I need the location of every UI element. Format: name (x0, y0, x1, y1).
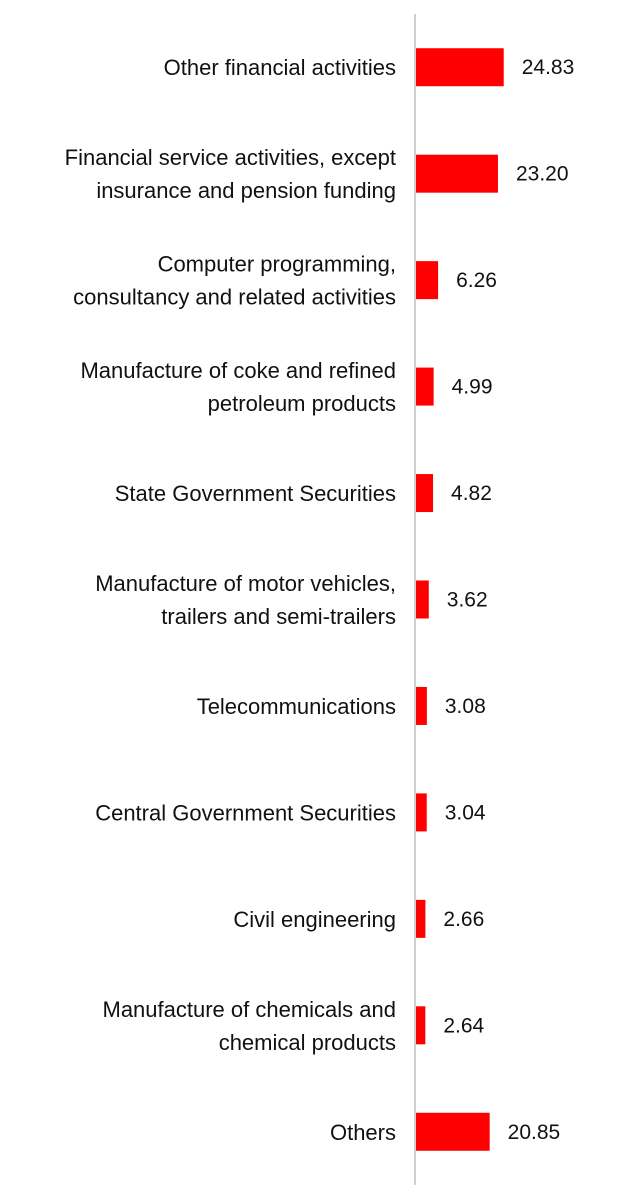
category-label-line: insurance and pension funding (96, 178, 396, 203)
value-label-1: 23.20 (516, 163, 569, 186)
category-label-10: Others (330, 1120, 396, 1145)
value-labels-group: 24.83 23.20 6.26 4.99 4.82 3.62 3.08 3.04 2.66 2.… (443, 56, 574, 1144)
bar-10 (416, 1112, 490, 1151)
category-label-4: State Government Securities (115, 481, 396, 506)
category-label-line: Telecommunications (197, 694, 396, 719)
category-label-3: Manufacture of coke and refined petroleum… (80, 358, 396, 416)
category-label-line: trailers and semi-trailers (161, 604, 396, 629)
value-label-9: 2.64 (443, 1014, 484, 1037)
bar-9 (416, 1006, 426, 1045)
bar-0 (416, 48, 504, 87)
bar-7 (416, 793, 427, 832)
value-label-0: 24.83 (522, 56, 575, 79)
category-label-line: chemical products (219, 1030, 396, 1055)
category-label-8: Civil engineering (233, 907, 396, 932)
bars-group (416, 48, 504, 1151)
category-label-line: Manufacture of motor vehicles, (95, 571, 396, 596)
bar-3 (416, 367, 434, 406)
value-label-4: 4.82 (451, 482, 492, 505)
category-label-2: Computer programming, consultancy and rel… (73, 252, 396, 310)
value-label-5: 3.62 (447, 589, 488, 612)
category-label-line: Central Government Securities (95, 800, 396, 825)
category-label-0: Other financial activities (164, 55, 396, 80)
value-label-10: 20.85 (508, 1121, 561, 1144)
category-label-7: Central Government Securities (95, 800, 396, 825)
category-label-line: Financial service activities, except (65, 145, 396, 170)
category-label-9: Manufacture of chemicals and chemical pro… (103, 997, 397, 1055)
value-label-6: 3.08 (445, 695, 486, 718)
category-label-line: Manufacture of coke and refined (80, 358, 396, 383)
bar-5 (416, 580, 429, 619)
category-label-1: Financial service activities, except insu… (65, 145, 396, 203)
category-labels-group: Other financial activities Financial serv… (65, 55, 396, 1145)
value-label-2: 6.26 (456, 269, 497, 292)
category-label-line: consultancy and related activities (73, 285, 396, 310)
category-label-line: Others (330, 1120, 396, 1145)
bar-1 (416, 154, 498, 193)
category-label-line: Other financial activities (164, 55, 396, 80)
bar-4 (416, 474, 434, 513)
category-label-line: State Government Securities (115, 481, 396, 506)
bar-6 (416, 686, 427, 725)
value-label-8: 2.66 (443, 908, 484, 931)
value-label-3: 4.99 (452, 376, 493, 399)
category-label-line: Civil engineering (233, 907, 396, 932)
bar-2 (416, 261, 439, 300)
category-label-line: Manufacture of chemicals and (103, 997, 397, 1022)
category-label-line: Computer programming, (158, 252, 396, 277)
value-label-7: 3.04 (445, 801, 486, 824)
category-label-6: Telecommunications (197, 694, 396, 719)
category-label-line: petroleum products (208, 391, 396, 416)
bar-8 (416, 899, 426, 938)
category-label-5: Manufacture of motor vehicles, trailers a… (95, 571, 396, 629)
